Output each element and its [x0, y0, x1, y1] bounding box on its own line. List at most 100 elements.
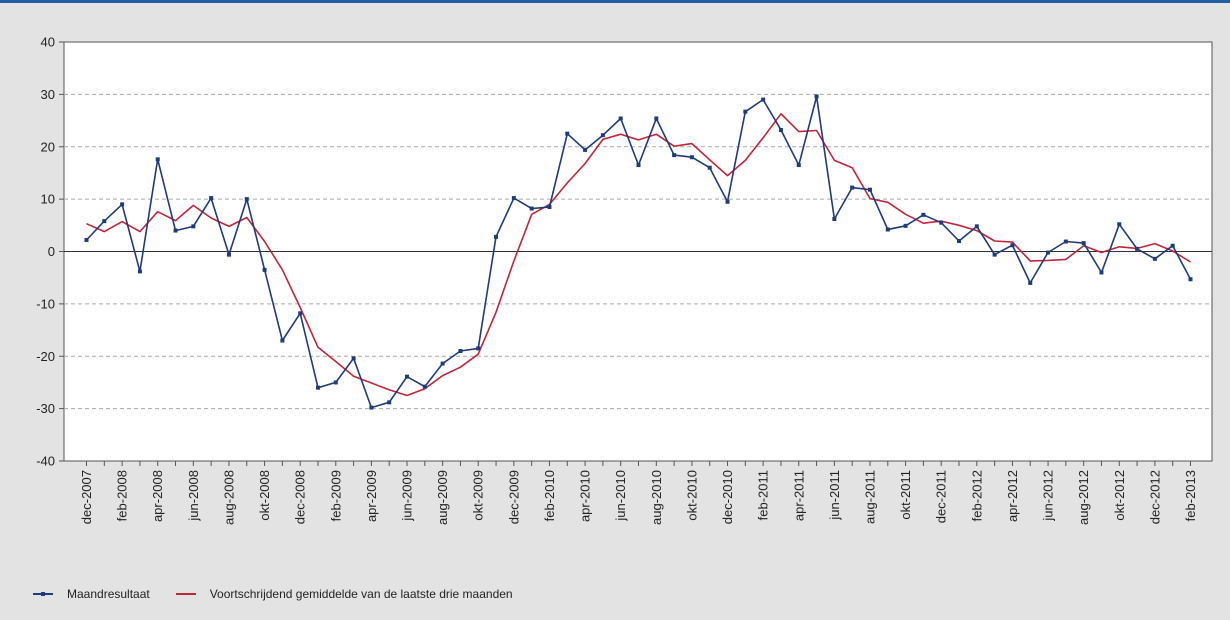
x-tick-label: aug-2011 — [862, 470, 877, 524]
data-point — [885, 227, 890, 232]
y-tick-label: -10 — [36, 296, 55, 311]
data-point — [84, 237, 89, 242]
data-point — [1117, 222, 1122, 227]
data-point — [155, 157, 160, 162]
data-point — [707, 165, 712, 170]
data-point — [1188, 277, 1193, 282]
x-tick-label: dec-2012 — [1147, 470, 1162, 524]
x-tick-label: okt-2010 — [684, 470, 699, 521]
legend-swatch-red — [175, 589, 196, 599]
legend-label: Maandresultaat — [67, 587, 150, 601]
data-point — [725, 199, 730, 204]
data-point — [832, 217, 837, 222]
x-tick-label: jun-2010 — [613, 470, 628, 522]
data-point — [458, 349, 463, 354]
data-point — [315, 385, 320, 390]
data-point — [814, 94, 819, 99]
y-tick-label: 40 — [41, 35, 55, 50]
data-point — [796, 163, 801, 168]
x-tick-label: okt-2011 — [898, 470, 913, 520]
legend: Maandresultaat Voortschrijdend gemiddeld… — [33, 587, 539, 601]
y-tick-label: 20 — [41, 139, 55, 154]
data-point — [298, 311, 303, 316]
data-point — [1046, 250, 1051, 255]
data-point — [476, 346, 481, 351]
x-tick-label: okt-2008 — [257, 470, 272, 521]
y-tick-label: 30 — [41, 87, 55, 102]
data-point — [957, 239, 962, 244]
data-point — [422, 384, 427, 389]
x-tick-label: okt-2009 — [471, 470, 486, 521]
data-point — [654, 116, 659, 121]
data-point — [440, 361, 445, 366]
y-tick-label: -30 — [36, 401, 55, 416]
data-point — [173, 228, 178, 233]
x-tick-label: feb-2009 — [328, 470, 343, 521]
data-point — [405, 374, 410, 379]
data-point — [689, 155, 694, 160]
x-tick-label: jun-2009 — [400, 470, 415, 522]
data-point — [921, 212, 926, 217]
data-point — [939, 220, 944, 225]
x-tick-label: dec-2010 — [720, 470, 735, 524]
data-point — [369, 405, 374, 410]
x-tick-label: feb-2008 — [115, 470, 130, 521]
data-point — [618, 116, 623, 121]
data-point — [974, 224, 979, 229]
x-tick-label: feb-2013 — [1183, 470, 1198, 521]
x-tick-label: apr-2011 — [791, 470, 806, 521]
data-point — [120, 202, 125, 207]
data-point — [547, 204, 552, 209]
y-tick-label: 10 — [41, 192, 55, 207]
data-point — [1081, 241, 1086, 246]
data-point — [761, 97, 766, 102]
data-point — [351, 356, 356, 361]
x-tick-label: apr-2009 — [364, 470, 379, 522]
data-point — [903, 223, 908, 228]
data-point — [244, 197, 249, 202]
x-tick-label: feb-2012 — [969, 470, 984, 521]
x-tick-label: aug-2012 — [1076, 470, 1091, 525]
data-point — [1063, 239, 1068, 244]
x-tick-label: jun-2008 — [186, 470, 201, 522]
x-tick-label: dec-2009 — [506, 470, 521, 524]
x-tick-label: dec-2007 — [79, 470, 94, 524]
x-tick-label: apr-2010 — [578, 470, 593, 522]
legend-swatch-blue — [33, 589, 53, 599]
data-point — [226, 252, 231, 257]
data-point — [387, 400, 392, 405]
legend-item-maandresultaat: Maandresultaat — [33, 587, 150, 601]
data-point — [1170, 243, 1175, 248]
series-layer — [84, 94, 1193, 410]
data-point — [209, 196, 214, 201]
line-chart: -40 -30 -20 -10 0 10 20 30 40 dec-2007 feb-2008 ap… — [36, 35, 1213, 525]
data-point — [672, 153, 677, 158]
x-tick-label: apr-2008 — [150, 470, 165, 522]
data-point — [529, 206, 534, 211]
data-point — [191, 224, 196, 229]
data-point — [636, 163, 641, 168]
data-point — [1010, 243, 1015, 248]
data-point — [1028, 280, 1033, 285]
data-point — [867, 187, 872, 192]
x-axis: dec-2007 feb-2008 apr-2008 jun-2008 aug-2008… — [79, 461, 1198, 525]
y-tick-label: -40 — [36, 454, 55, 469]
data-point — [583, 147, 588, 152]
x-tick-label: dec-2011 — [934, 470, 949, 523]
data-point — [1135, 246, 1140, 251]
x-tick-label: apr-2012 — [1005, 470, 1020, 522]
x-tick-label: okt-2012 — [1112, 470, 1127, 521]
x-tick-label: aug-2008 — [221, 470, 236, 525]
data-point — [1099, 270, 1104, 275]
data-point — [850, 185, 855, 190]
data-point — [565, 131, 570, 136]
data-point — [262, 267, 267, 272]
x-tick-label: aug-2010 — [649, 470, 664, 525]
data-point — [102, 219, 107, 224]
y-tick-label: 0 — [48, 244, 55, 259]
legend-label: Voortschrijdend gemiddelde van de laatst… — [209, 587, 513, 601]
grid-layer — [64, 93, 1212, 410]
data-point — [743, 109, 748, 114]
data-point — [992, 252, 997, 257]
